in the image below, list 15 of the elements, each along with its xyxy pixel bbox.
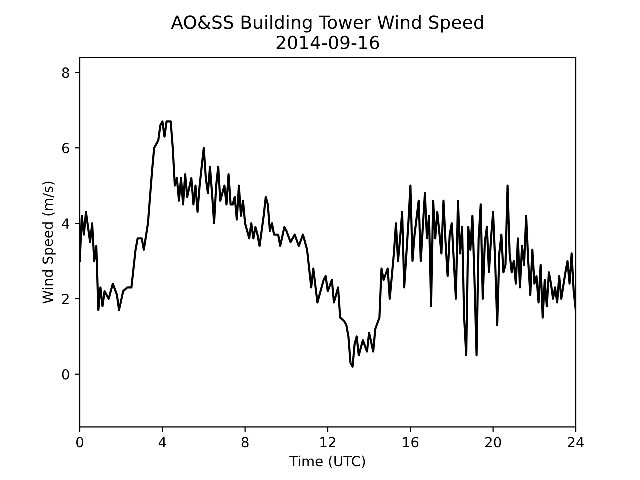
x-tick-label: 8 <box>242 437 249 448</box>
y-tick-label: 0 <box>62 369 70 380</box>
y-tick-label: 6 <box>62 143 70 154</box>
x-axis-title: Time (UTC) <box>290 456 366 468</box>
x-tick-label: 12 <box>320 437 336 448</box>
y-tick-label: 8 <box>62 68 70 78</box>
x-tick-label: 20 <box>486 437 502 448</box>
x-tick-label: 4 <box>158 437 166 448</box>
y-axis-title: Wind Speed (m/s) <box>42 182 56 304</box>
y-tick-label: 4 <box>62 218 70 229</box>
chart-title: AO&SS Building Tower Wind Speed 2014-09-16 <box>171 15 484 50</box>
x-tick-label: 24 <box>568 437 584 448</box>
y-tick-label: 2 <box>62 294 69 304</box>
x-tick-label: 16 <box>403 437 419 448</box>
x-tick-label: 0 <box>76 437 84 448</box>
